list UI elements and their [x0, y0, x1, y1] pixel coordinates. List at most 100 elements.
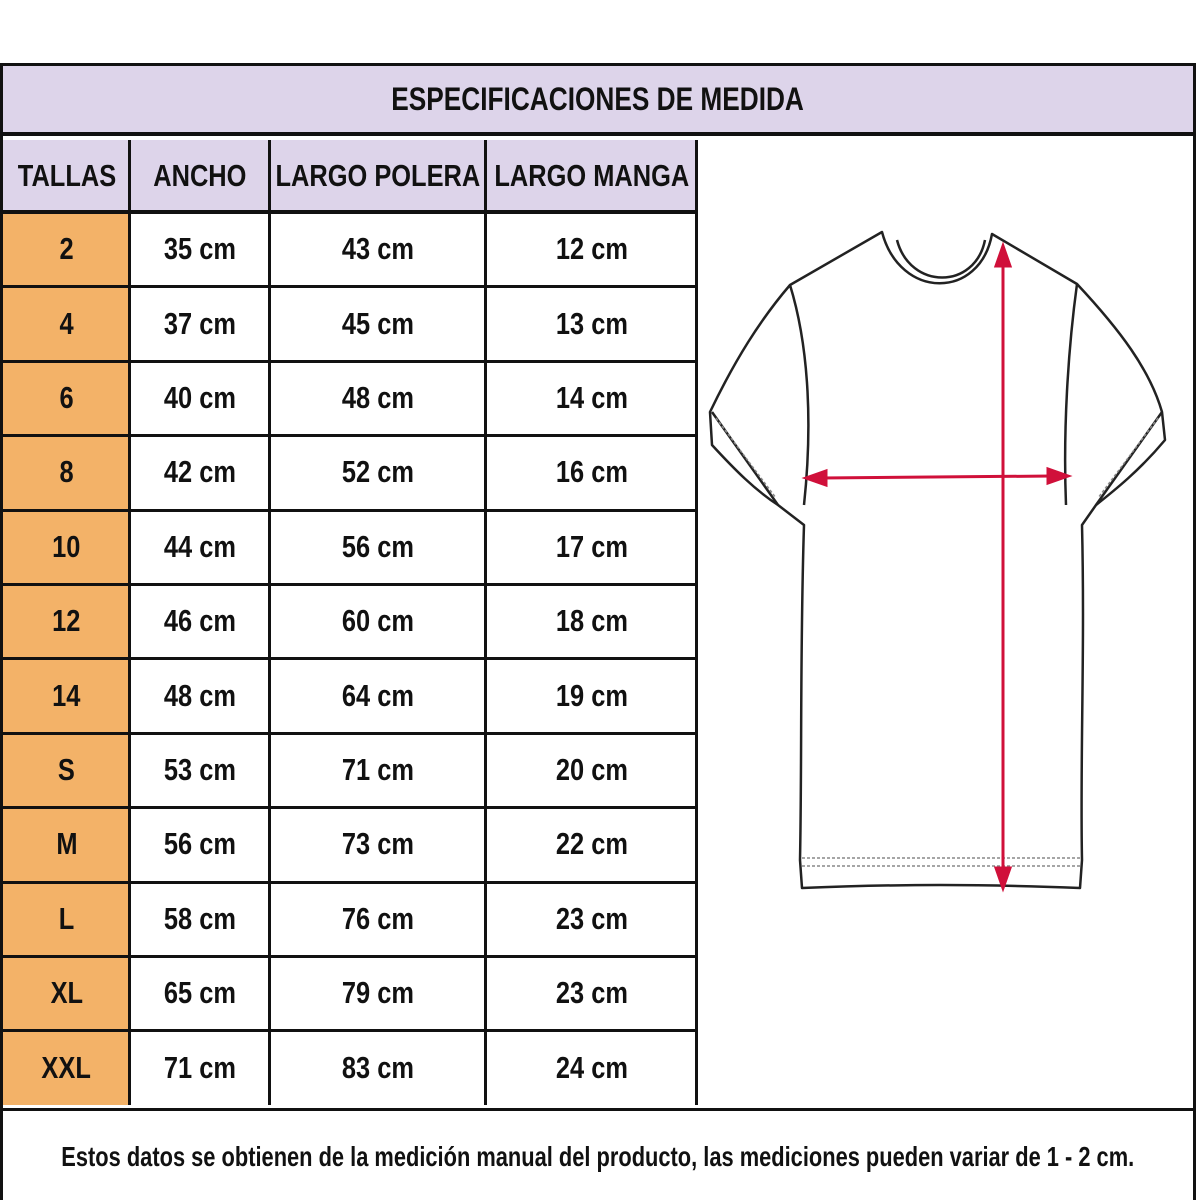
measurement-cell-text: 23 cm	[555, 900, 628, 936]
column-header-text: LARGO POLERA	[275, 158, 481, 193]
grid-line	[3, 731, 698, 735]
measurement-cell: 83 cm	[270, 1030, 486, 1105]
column-header: LARGO MANGA	[486, 140, 697, 212]
size-cell: 2	[3, 212, 130, 287]
grid-line	[695, 140, 698, 1105]
grid-line	[3, 880, 698, 884]
measurement-cell-text: 65 cm	[163, 975, 237, 1011]
grid-line	[3, 955, 698, 958]
size-cell: 12	[3, 584, 130, 659]
measurement-cell: 14 cm	[486, 360, 697, 436]
size-cell: L	[3, 881, 130, 956]
measurement-cell-text: 79 cm	[341, 975, 415, 1011]
grid-line	[128, 140, 131, 1105]
measurement-cell: 79 cm	[270, 956, 486, 1031]
measurement-cell-text: 46 cm	[163, 603, 237, 639]
measurement-cell: 45 cm	[270, 286, 486, 361]
measurement-cell: 16 cm	[486, 435, 697, 510]
measurement-cell: 53 cm	[130, 732, 270, 808]
size-cell: 10	[3, 509, 130, 584]
size-cell: 6	[3, 360, 130, 436]
measurement-cell-text: 56 cm	[341, 528, 415, 564]
grid-line	[484, 140, 487, 1105]
measurement-cell-text: 14 cm	[555, 379, 628, 415]
measurement-cell-text: 73 cm	[341, 826, 415, 862]
measurement-cell-text: 24 cm	[555, 1049, 628, 1085]
measurement-cell: 73 cm	[270, 807, 486, 882]
grid-line	[3, 806, 698, 810]
measurement-cell-text: 83 cm	[341, 1049, 415, 1085]
collar-inner	[895, 239, 987, 279]
measurement-cell: 58 cm	[130, 881, 270, 956]
measurement-cell-text: 20 cm	[555, 751, 628, 787]
measurement-cell: 44 cm	[130, 509, 270, 584]
footer-note: Estos datos se obtienen de la medición m…	[0, 1108, 1196, 1200]
size-cell-text: 6	[59, 379, 74, 415]
tshirt-diagram-icon	[708, 230, 1167, 893]
measurement-cell-text: 13 cm	[555, 305, 628, 341]
column-header-text: TALLAS	[17, 158, 116, 193]
footer-text: Estos datos se obtienen de la medición m…	[61, 1141, 1135, 1172]
grid-line	[3, 359, 698, 363]
measurement-cell: 60 cm	[270, 584, 486, 659]
column-header-text: LARGO MANGA	[494, 158, 689, 193]
measurement-cell: 56 cm	[130, 807, 270, 882]
measurement-cell: 48 cm	[130, 658, 270, 733]
grid-line	[3, 1029, 698, 1033]
chart-title-text: ESPECIFICACIONES DE MEDIDA	[391, 80, 805, 117]
size-cell: 4	[3, 286, 130, 361]
measurement-cell-text: 23 cm	[555, 975, 628, 1011]
measurement-cell: 64 cm	[270, 658, 486, 733]
measurement-cell: 76 cm	[270, 881, 486, 956]
size-cell: 14	[3, 658, 130, 733]
chart-title: ESPECIFICACIONES DE MEDIDA	[3, 66, 1193, 136]
measurement-cell-text: 48 cm	[163, 677, 237, 713]
measurement-cell: 52 cm	[270, 435, 486, 510]
size-cell: M	[3, 807, 130, 882]
size-cell: 8	[3, 435, 130, 510]
size-cell-text: M	[55, 826, 78, 862]
column-header-text: ANCHO	[153, 158, 247, 193]
measurement-cell-text: 71 cm	[341, 751, 415, 787]
measurement-cell-text: 19 cm	[555, 677, 628, 713]
shirt-outline	[708, 230, 1167, 890]
width-arrow	[821, 474, 1053, 480]
grid-line	[3, 583, 698, 586]
measurement-cell: 40 cm	[130, 360, 270, 436]
measurement-cell-text: 42 cm	[163, 454, 237, 490]
measurement-cell: 37 cm	[130, 286, 270, 361]
size-cell-text: 14	[52, 677, 81, 713]
measurement-cell-text: 35 cm	[163, 231, 237, 267]
size-cell-text: S	[58, 751, 75, 787]
size-cell: XL	[3, 956, 130, 1031]
column-header: ANCHO	[130, 140, 270, 212]
size-cell-text: XXL	[41, 1049, 92, 1085]
measurement-cell-text: 17 cm	[555, 528, 628, 564]
grid-line	[3, 285, 698, 289]
measurement-cell: 23 cm	[486, 881, 697, 956]
measurement-cell: 43 cm	[270, 212, 486, 287]
grid-line	[3, 508, 698, 512]
size-cell: XXL	[3, 1030, 130, 1105]
measurement-cell: 13 cm	[486, 286, 697, 361]
size-cell-text: 8	[59, 454, 74, 490]
size-cell: S	[3, 732, 130, 808]
measurement-cell: 46 cm	[130, 584, 270, 659]
measurement-cell: 35 cm	[130, 212, 270, 287]
grid-line	[3, 657, 698, 661]
measurement-cell-text: 52 cm	[341, 454, 415, 490]
measurement-cell: 22 cm	[486, 807, 697, 882]
measurement-cell: 71 cm	[130, 1030, 270, 1105]
table-frame	[0, 63, 1196, 1200]
measurement-cell-text: 22 cm	[555, 826, 628, 862]
measurement-cell: 48 cm	[270, 360, 486, 436]
measurement-cell-text: 76 cm	[341, 900, 415, 936]
grid-line	[3, 434, 698, 438]
measurement-cell: 24 cm	[486, 1030, 697, 1105]
measurement-cell-text: 18 cm	[555, 603, 628, 639]
measurement-cell-text: 44 cm	[163, 528, 237, 564]
measurement-cell: 19 cm	[486, 658, 697, 733]
measurement-cell-text: 48 cm	[341, 379, 415, 415]
measurement-cell-text: 64 cm	[341, 677, 415, 713]
measurement-cell: 12 cm	[486, 212, 697, 287]
